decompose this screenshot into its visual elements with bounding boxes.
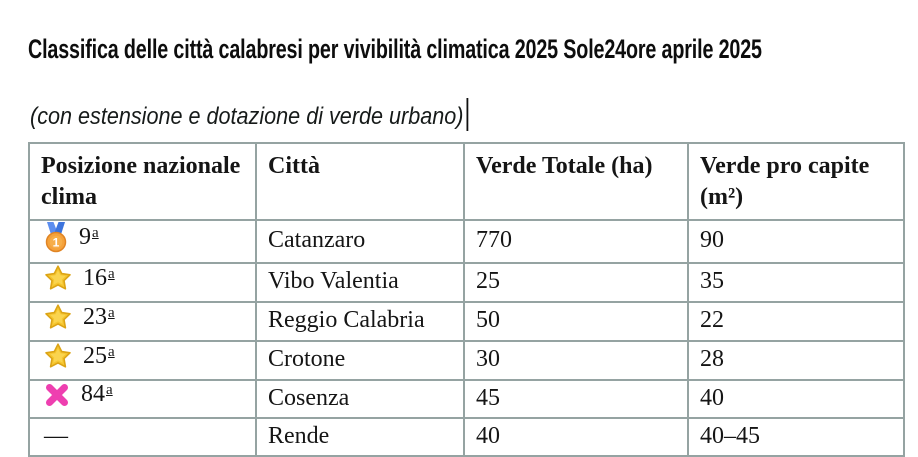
rank-value: 9a (79, 223, 99, 250)
cell-city[interactable]: Crotone (255, 340, 465, 381)
table-header-row: Posizione nazionale clima Città Verde To… (28, 142, 905, 221)
cell-city[interactable]: Vibo Valentia (255, 262, 465, 303)
cell-verde-pro-capite[interactable]: 40–45 (687, 417, 905, 457)
cell-verde-totale[interactable]: 770 (463, 219, 689, 264)
cell-verde-totale[interactable]: 45 (463, 379, 689, 419)
cell-city[interactable]: Rende (255, 417, 465, 457)
table-row: 1 9a Catanzaro 770 90 (28, 219, 905, 264)
cell-verde-pro-capite[interactable]: 40 (687, 379, 905, 419)
cross-mark-icon (46, 383, 68, 406)
cell-city[interactable]: Catanzaro (255, 219, 465, 264)
cell-verde-pro-capite[interactable]: 90 (687, 219, 905, 264)
table-row: 84a Cosenza 45 40 (28, 379, 905, 419)
svg-text:1: 1 (53, 236, 60, 250)
table-row: 23a Reggio Calabria 50 22 (28, 301, 905, 342)
cell-verde-pro-capite[interactable]: 28 (687, 340, 905, 381)
header-verde-pro-capite[interactable]: Verde pro capite (m²) (687, 142, 905, 221)
cell-verde-totale[interactable]: 25 (463, 262, 689, 303)
rank-value: 25a (83, 342, 115, 369)
gold-medal-icon: 1 (45, 222, 67, 253)
no-rank-dash: — (44, 422, 68, 449)
cell-position[interactable]: 84a (28, 379, 257, 419)
header-position[interactable]: Posizione nazionale clima (28, 142, 257, 221)
cell-city[interactable]: Cosenza (255, 379, 465, 419)
table-row: 16a Vibo Valentia 25 35 (28, 262, 905, 303)
document-subtitle-line[interactable]: (con estensione e dotazione di verde urb… (30, 98, 469, 131)
cell-verde-pro-capite[interactable]: 35 (687, 262, 905, 303)
text-cursor (466, 98, 469, 131)
header-city[interactable]: Città (255, 142, 465, 221)
document-title[interactable]: Classifica delle città calabresi per viv… (28, 34, 762, 65)
table-row: — Rende 40 40–45 (28, 417, 905, 457)
star-icon (45, 304, 71, 329)
cell-position[interactable]: 23a (28, 301, 257, 342)
cell-position[interactable]: 16a (28, 262, 257, 303)
star-icon (45, 265, 71, 290)
cell-position[interactable]: 25a (28, 340, 257, 381)
cell-verde-totale[interactable]: 50 (463, 301, 689, 342)
star-icon (45, 343, 71, 368)
cell-city[interactable]: Reggio Calabria (255, 301, 465, 342)
cell-position[interactable]: 1 9a (28, 219, 257, 264)
rank-value: 16a (83, 264, 115, 291)
document-subtitle[interactable]: (con estensione e dotazione di verde urb… (30, 103, 464, 130)
header-verde-totale[interactable]: Verde Totale (ha) (463, 142, 689, 221)
ranking-table: Posizione nazionale clima Città Verde To… (28, 142, 905, 457)
rank-value: 84a (81, 381, 113, 408)
table-row: 25a Crotone 30 28 (28, 340, 905, 381)
cell-position[interactable]: — (28, 417, 257, 457)
cell-verde-pro-capite[interactable]: 22 (687, 301, 905, 342)
rank-value: 23a (83, 303, 115, 330)
cell-verde-totale[interactable]: 40 (463, 417, 689, 457)
cell-verde-totale[interactable]: 30 (463, 340, 689, 381)
